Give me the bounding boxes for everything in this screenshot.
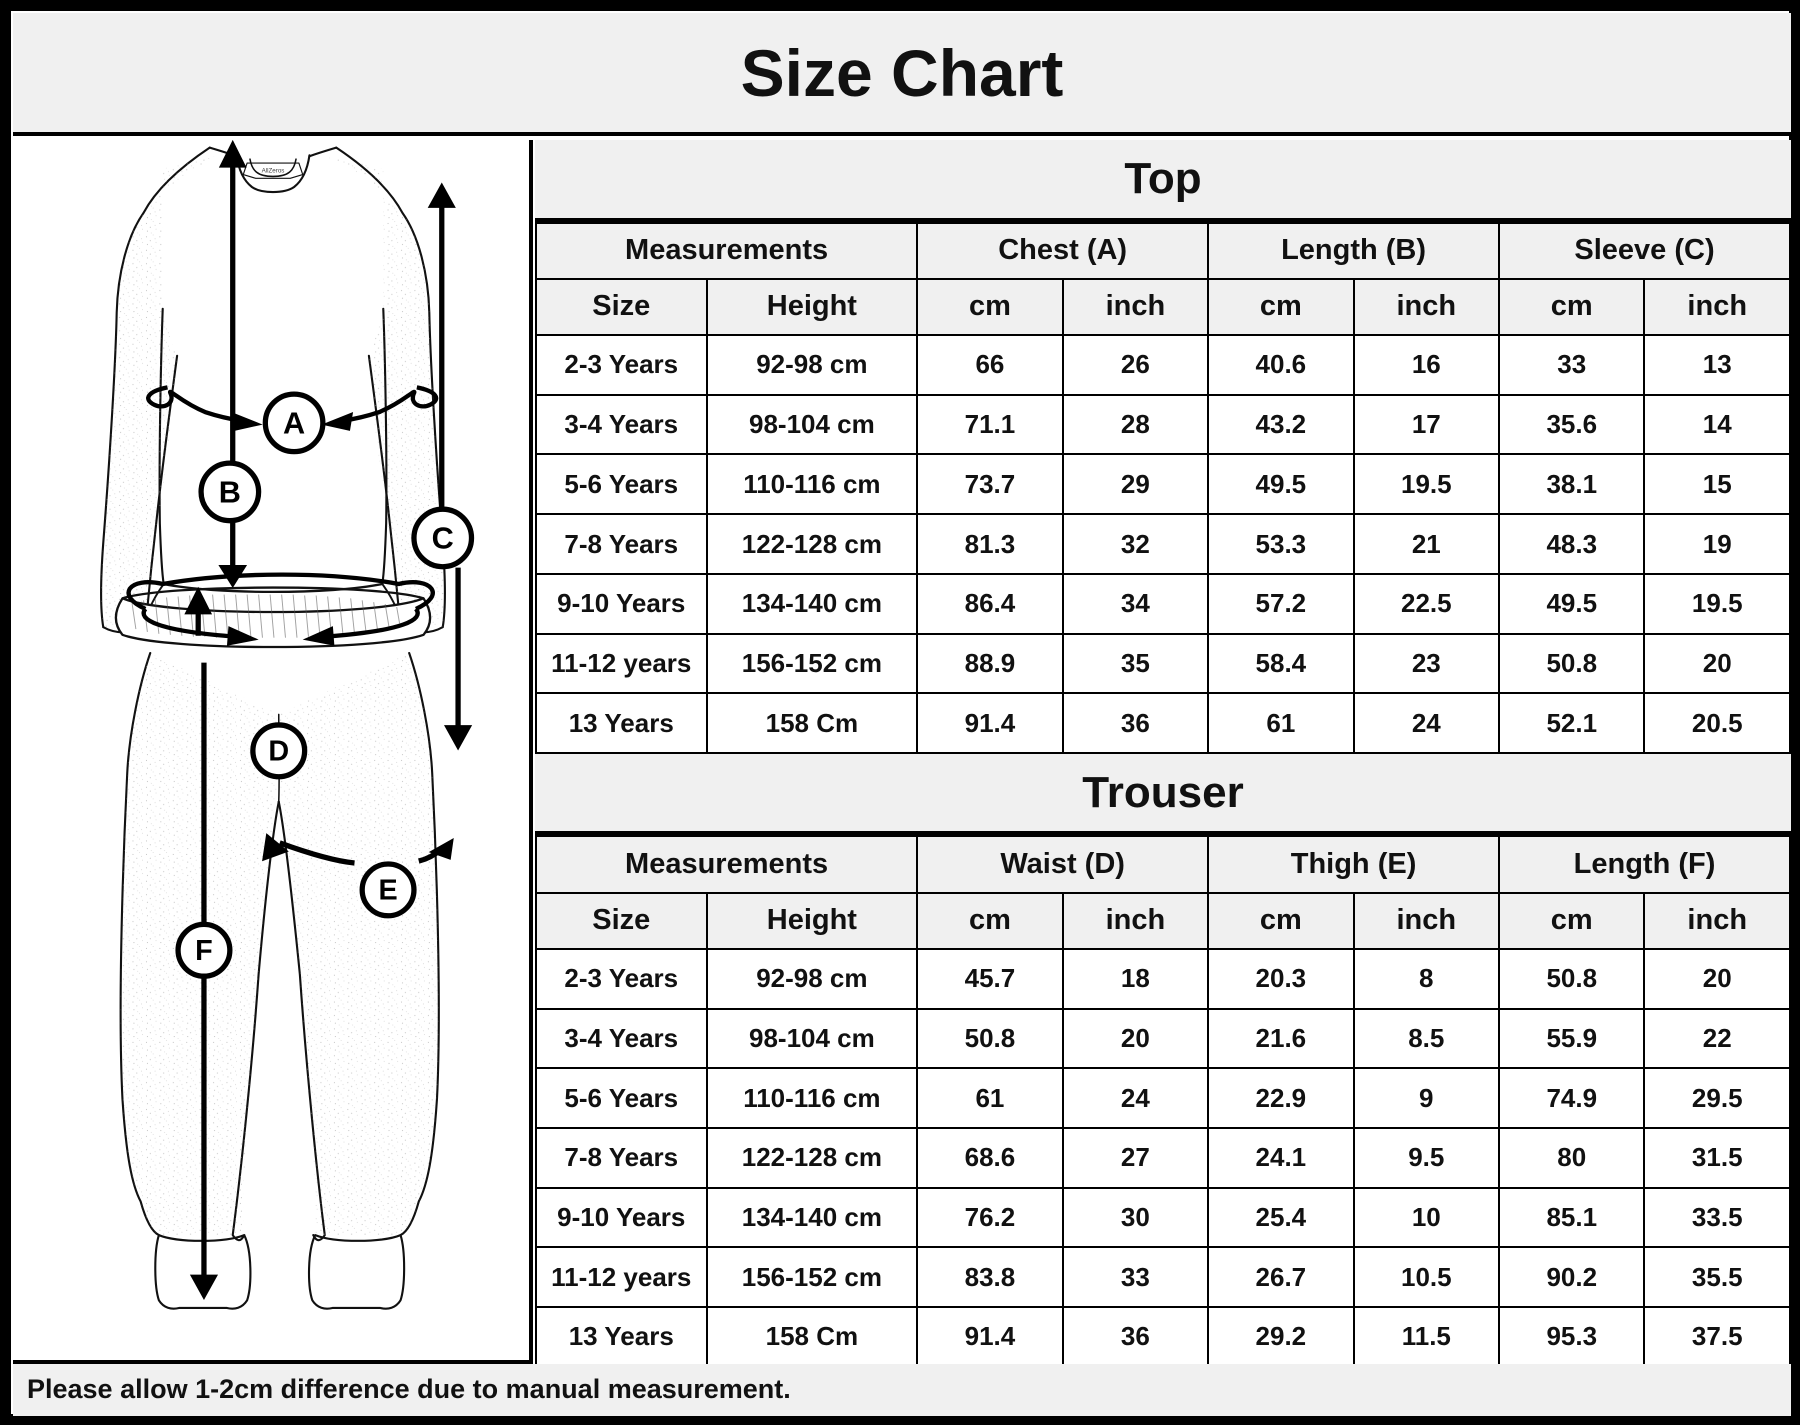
- svg-text:B: B: [219, 474, 241, 509]
- svg-text:C: C: [432, 521, 454, 556]
- svg-text:AllZeros: AllZeros: [262, 168, 285, 175]
- svg-text:E: E: [378, 874, 397, 906]
- svg-text:A: A: [283, 405, 305, 440]
- svg-text:D: D: [268, 735, 289, 767]
- svg-text:F: F: [195, 935, 213, 967]
